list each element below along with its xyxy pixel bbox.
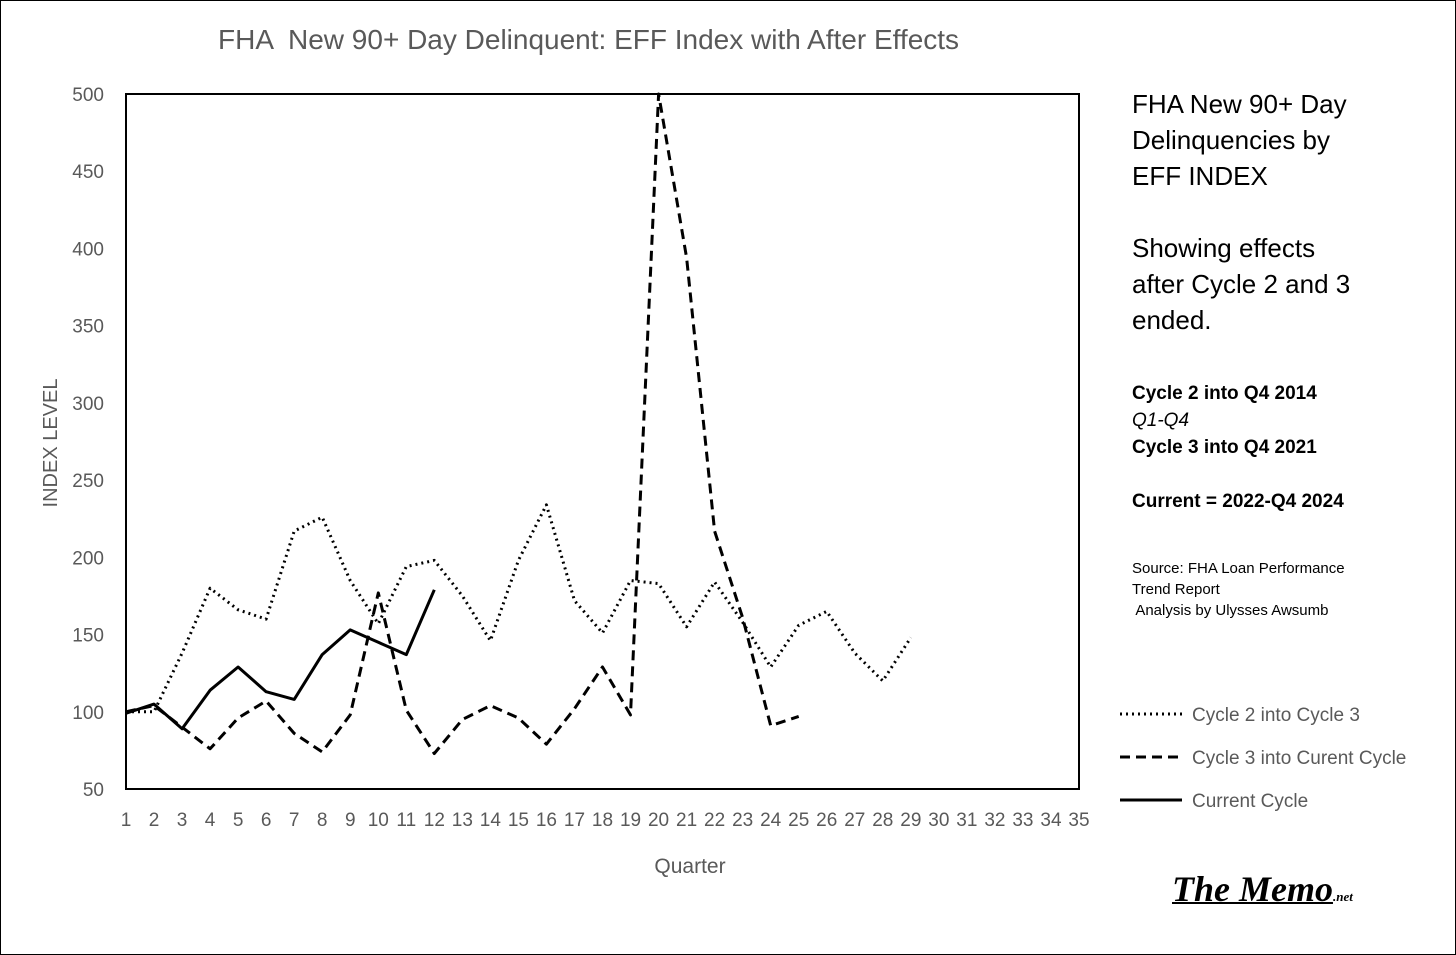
y-tick-label: 200 <box>72 548 104 569</box>
x-tick-label: 17 <box>564 810 585 831</box>
chart-title: FHA New 90+ Day Delinquent: EFF Index wi… <box>218 24 960 55</box>
logo-main-text: The Memo <box>1172 869 1333 909</box>
plot-area <box>125 93 1080 790</box>
x-tick-label: 33 <box>1012 810 1033 831</box>
x-tick-label: 5 <box>233 810 244 831</box>
side-heading-line: Delinquencies by <box>1132 125 1331 155</box>
y-tick-label: 500 <box>72 85 104 106</box>
x-tick-label: 1 <box>121 810 132 831</box>
cycle2-note: Cycle 2 into Q4 2014 <box>1132 383 1317 404</box>
x-tick-label: 22 <box>704 810 725 831</box>
source-line: Analysis by Ulysses Awsumb <box>1132 602 1329 619</box>
x-tick-label: 13 <box>452 810 473 831</box>
y-tick-label: 150 <box>72 626 104 647</box>
y-tick-label: 50 <box>83 780 104 801</box>
x-tick-label: 3 <box>177 810 188 831</box>
series-lines <box>125 92 913 755</box>
x-tick-label: 27 <box>844 810 865 831</box>
quarter-range-note: Q1-Q4 <box>1132 410 1190 431</box>
x-tick-label: 16 <box>536 810 557 831</box>
source-line: Trend Report <box>1132 581 1220 598</box>
side-subheading-line: ended. <box>1132 305 1212 335</box>
x-axis-label: Quarter <box>654 855 725 878</box>
x-tick-label: 10 <box>368 810 389 831</box>
y-tick-label: 100 <box>72 703 104 724</box>
x-tick-label: 26 <box>816 810 837 831</box>
x-tick-label: 30 <box>928 810 949 831</box>
logo-suffix-text: .net <box>1332 889 1353 904</box>
x-tick-label: 6 <box>261 810 272 831</box>
x-tick-label: 31 <box>956 810 977 831</box>
x-tick-label: 20 <box>648 810 669 831</box>
x-axis-ticks: 1 2 3 4 5 6 7 8 9 10 11 12 13 14 15 16 17 18 19 20 21 22 23 24 2… <box>121 810 1090 831</box>
x-tick-label: 18 <box>592 810 613 831</box>
x-tick-label: 4 <box>205 810 216 831</box>
current-note: Current = 2022-Q4 2024 <box>1132 491 1344 512</box>
side-subheading-line: after Cycle 2 and 3 <box>1132 269 1351 299</box>
x-tick-label: 8 <box>317 810 328 831</box>
x-tick-label: 23 <box>732 810 753 831</box>
x-tick-label: 19 <box>620 810 641 831</box>
x-tick-label: 7 <box>289 810 300 831</box>
legend: Cycle 2 into Cycle 3 Cycle 3 into Curent … <box>1120 705 1406 812</box>
y-tick-label: 450 <box>72 162 104 183</box>
x-tick-label: 34 <box>1040 810 1062 831</box>
x-tick-label: 14 <box>480 810 502 831</box>
x-tick-label: 25 <box>788 810 809 831</box>
x-tick-label: 21 <box>676 810 697 831</box>
side-heading: FHA New 90+ Day Delinquencies by EFF IND… <box>1132 86 1347 194</box>
x-tick-label: 24 <box>760 810 782 831</box>
series-line-3 <box>125 589 436 731</box>
legend-label: Cycle 3 into Curent Cycle <box>1192 748 1406 769</box>
y-tick-label: 400 <box>72 239 104 260</box>
side-cycles: Cycle 2 into Q4 2014 Q1-Q4 Cycle 3 into … <box>1132 380 1317 461</box>
x-tick-label: 35 <box>1068 810 1089 831</box>
the-memo-logo: The Memo.net <box>1172 868 1353 910</box>
side-heading-line: EFF INDEX <box>1132 161 1268 191</box>
y-tick-label: 250 <box>72 471 104 492</box>
cycle3-note: Cycle 3 into Q4 2021 <box>1132 437 1317 458</box>
y-tick-label: 300 <box>72 394 104 415</box>
x-tick-label: 9 <box>345 810 356 831</box>
legend-label: Cycle 2 into Cycle 3 <box>1192 705 1360 726</box>
source-line: Source: FHA Loan Performance <box>1132 560 1345 577</box>
x-tick-label: 15 <box>508 810 529 831</box>
x-tick-label: 2 <box>149 810 160 831</box>
x-tick-label: 29 <box>900 810 921 831</box>
source-note: Source: FHA Loan Performance Trend Repor… <box>1132 558 1345 621</box>
x-tick-label: 12 <box>424 810 445 831</box>
side-heading-line: FHA New 90+ Day <box>1132 89 1347 119</box>
side-subheading: Showing effects after Cycle 2 and 3 ende… <box>1132 230 1350 338</box>
x-tick-label: 32 <box>984 810 1005 831</box>
x-tick-label: 28 <box>872 810 893 831</box>
legend-label: Current Cycle <box>1192 791 1308 812</box>
y-axis-label: INDEX LEVEL <box>40 379 62 508</box>
y-tick-label: 350 <box>72 317 104 338</box>
y-axis-ticks: 50 100 150 200 250 300 350 400 450 500 <box>72 85 104 801</box>
side-subheading-line: Showing effects <box>1132 233 1316 263</box>
x-tick-label: 11 <box>396 810 416 831</box>
